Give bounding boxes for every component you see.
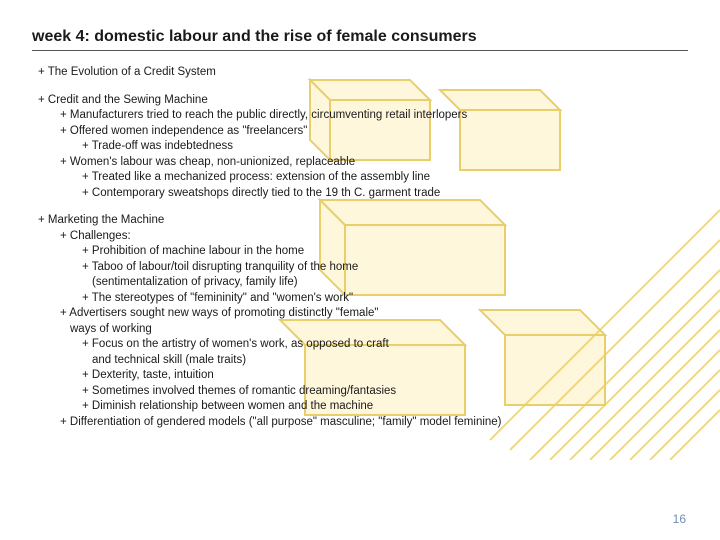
- bullet: + Offered women independence as "freelan…: [32, 124, 688, 140]
- bullet: + Manufacturers tried to reach the publi…: [32, 108, 688, 124]
- bullet: + The Evolution of a Credit System: [32, 65, 688, 81]
- bullet: + Sometimes involved themes of romantic …: [32, 384, 688, 400]
- section-marketing: + Marketing the Machine + Challenges: + …: [32, 213, 688, 430]
- slide-title: week 4: domestic labour and the rise of …: [32, 28, 688, 51]
- bullet: + Credit and the Sewing Machine: [32, 93, 688, 109]
- bullet: + Diminish relationship between women an…: [32, 399, 688, 415]
- bullet: + Taboo of labour/toil disrupting tranqu…: [32, 260, 688, 276]
- bullet: + Prohibition of machine labour in the h…: [32, 244, 688, 260]
- bullet-continuation: and technical skill (male traits): [32, 353, 688, 369]
- slide-content: week 4: domestic labour and the rise of …: [32, 28, 688, 430]
- bullet: + Women's labour was cheap, non-unionize…: [32, 155, 688, 171]
- section-credit-sewing: + Credit and the Sewing Machine + Manufa…: [32, 93, 688, 202]
- page-number: 16: [673, 512, 686, 526]
- bullet: + Differentiation of gendered models ("a…: [32, 415, 688, 431]
- bullet: + Advertisers sought new ways of promoti…: [32, 306, 688, 322]
- bullet: + Marketing the Machine: [32, 213, 688, 229]
- bullet: + Dexterity, taste, intuition: [32, 368, 688, 384]
- bullet: + Trade-off was indebtedness: [32, 139, 688, 155]
- bullet: + Focus on the artistry of women's work,…: [32, 337, 688, 353]
- bullet: + The stereotypes of "femininity" and "w…: [32, 291, 688, 307]
- bullet-continuation: (sentimentalization of privacy, family l…: [32, 275, 688, 291]
- bullet-continuation: ways of working: [32, 322, 688, 338]
- bullet: + Challenges:: [32, 229, 688, 245]
- bullet: + Treated like a mechanized process: ext…: [32, 170, 688, 186]
- section-evolution: + The Evolution of a Credit System: [32, 65, 688, 81]
- bullet: + Contemporary sweatshops directly tied …: [32, 186, 688, 202]
